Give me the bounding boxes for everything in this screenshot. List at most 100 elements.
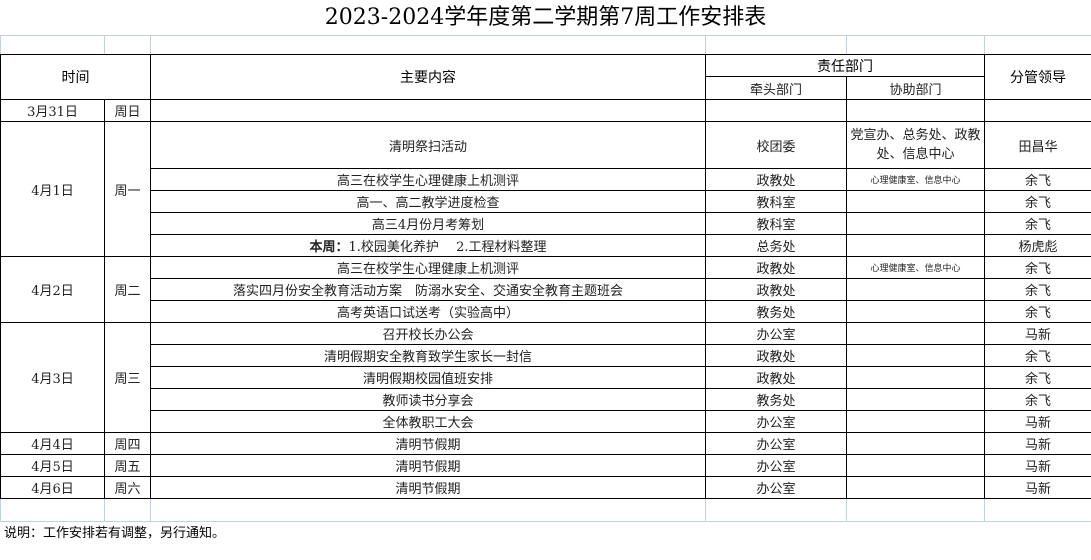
lead-dept-cell: 办公室 (705, 410, 847, 433)
content-cell: 高考英语口试送考（实验高中） (150, 300, 706, 323)
content-text: 清明假期安全教育致学生家长一封信 (323, 350, 532, 365)
content-text: 召开校长办公会 (382, 328, 474, 343)
content-cell: 清明假期校园值班安排 (150, 366, 706, 389)
lead-dept-cell (705, 99, 847, 122)
weekday-cell: 周六 (104, 476, 151, 499)
table-row: 高三4月份月考筹划 教科室 余飞 (1, 212, 1091, 235)
table-row: 高三在校学生心理健康上机测评 政教处 心理健康室、信息中心 余飞 (1, 168, 1091, 191)
content-text: 1.校园美化养护 2.工程材料整理 (348, 240, 547, 255)
lead-dept-cell: 政教处 (705, 278, 847, 301)
header-time: 时间 (0, 54, 151, 100)
content-cell: 本周：1.校园美化养护 2.工程材料整理 (150, 234, 706, 257)
content-cell: 召开校长办公会 (150, 322, 706, 345)
content-cell: 高一、高二教学进度检查 (150, 190, 706, 213)
lead-dept-cell: 政教处 (705, 256, 847, 279)
leader-cell: 余飞 (984, 190, 1091, 213)
page-title: 2023-2024学年度第二学期第7周工作安排表 (0, 0, 1091, 36)
weekday-cell: 周一 (104, 121, 151, 257)
date-cell: 3月31日 (0, 99, 105, 122)
table-row: 教师读书分享会 教务处 余飞 (1, 388, 1091, 411)
lead-dept-cell: 总务处 (705, 234, 847, 257)
table-row: 清明假期校园值班安排 政教处 余飞 (1, 366, 1091, 389)
leader-cell: 马新 (984, 432, 1091, 455)
blank-row-bottom (0, 499, 1091, 521)
content-text: 高三在校学生心理健康上机测评 (336, 262, 519, 277)
weekday-cell: 周四 (104, 432, 151, 455)
assist-dept-cell (846, 234, 985, 257)
content-cell: 清明节假期 (150, 432, 706, 455)
table-row: 4月6日 周六 清明节假期 办公室 马新 (0, 476, 1091, 499)
content-text: 全体教职工大会 (382, 416, 474, 431)
content-text: 清明祭扫活动 (388, 139, 467, 155)
content-text: 清明节假期 (395, 482, 461, 497)
content-text: 落实四月份安全教育活动方案 防溺水安全、交通安全教育主题班会 (232, 284, 623, 299)
schedule-table: 时间 主要内容 责任部门 分管领导 牵头部门 协助部门 3月31日 周日 4月1日周… (0, 54, 1091, 499)
content-cell: 高三在校学生心理健康上机测评 (150, 168, 706, 191)
assist-dept-cell (846, 388, 985, 411)
lead-dept-cell: 办公室 (705, 322, 847, 345)
footnote: 说明：工作安排若有调整，另行通知。 (0, 521, 1091, 545)
table-row: 高考英语口试送考（实验高中） 教务处 余飞 (1, 300, 1091, 323)
assist-dept-cell (846, 99, 985, 122)
table-row: 清明假期安全教育致学生家长一封信 政教处 余飞 (1, 344, 1091, 367)
table-row: 高一、高二教学进度检查 教科室 余飞 (1, 190, 1091, 213)
bold-prefix: 本周： (309, 240, 349, 255)
content-cell: 清明节假期 (150, 476, 706, 499)
content-text: 清明节假期 (395, 438, 461, 453)
content-cell: 清明祭扫活动 (150, 121, 706, 169)
assist-dept-cell (846, 476, 985, 499)
weekday-cell: 周五 (104, 454, 151, 477)
content-cell: 高三4月份月考筹划 (150, 212, 706, 235)
leader-cell: 杨虎彪 (984, 234, 1091, 257)
leader-cell: 余飞 (984, 388, 1091, 411)
assist-dept-cell: 党宣办、总务处、政教处、信息中心 (846, 121, 985, 169)
content-cell: 清明假期安全教育致学生家长一封信 (150, 344, 706, 367)
content-cell: 全体教职工大会 (150, 410, 706, 433)
assist-dept-cell: 心理健康室、信息中心 (846, 168, 985, 191)
leader-cell: 马新 (984, 476, 1091, 499)
header-dept: 责任部门 (705, 54, 985, 77)
leader-cell: 马新 (984, 454, 1091, 477)
lead-dept-cell: 教务处 (705, 300, 847, 323)
table-row: 4月4日 周四 清明节假期 办公室 马新 (0, 432, 1091, 455)
leader-cell: 余飞 (984, 366, 1091, 389)
date-cell: 4月6日 (0, 476, 105, 499)
content-text: 高三4月份月考筹划 (371, 218, 485, 233)
lead-dept-cell: 政教处 (705, 168, 847, 191)
assist-dept-cell (846, 410, 985, 433)
header-assist-dept: 协助部门 (846, 76, 985, 100)
lead-dept-cell: 政教处 (705, 344, 847, 367)
content-text: 清明节假期 (395, 460, 461, 475)
content-text: 高三在校学生心理健康上机测评 (336, 174, 519, 189)
lead-dept-cell: 办公室 (705, 432, 847, 455)
table-row: 全体教职工大会 办公室 马新 (1, 410, 1091, 433)
assist-dept-cell (846, 432, 985, 455)
leader-cell: 余飞 (984, 212, 1091, 235)
assist-dept-cell: 心理健康室、信息中心 (846, 256, 985, 279)
date-cell: 4月5日 (0, 454, 105, 477)
assist-dept-cell (846, 366, 985, 389)
weekday-cell: 周三 (104, 322, 151, 433)
blank-row-top (0, 36, 1091, 54)
table-row: 4月3日 周三 召开校长办公会 办公室 马新 (0, 322, 1091, 433)
assist-dept-cell (846, 300, 985, 323)
leader-cell: 余飞 (984, 300, 1091, 323)
header-content: 主要内容 (150, 54, 706, 100)
date-cell: 4月4日 (0, 432, 105, 455)
leader-cell: 马新 (984, 410, 1091, 433)
lead-dept-cell: 办公室 (705, 454, 847, 477)
weekday-cell: 周日 (104, 99, 151, 122)
lead-dept-cell: 政教处 (705, 366, 847, 389)
lead-dept-cell: 教务处 (705, 388, 847, 411)
content-cell: 落实四月份安全教育活动方案 防溺水安全、交通安全教育主题班会 (150, 278, 706, 301)
date-cell: 4月3日 (0, 322, 105, 433)
assist-dept-cell (846, 454, 985, 477)
content-cell (150, 99, 706, 122)
content-text: 教师读书分享会 (382, 394, 474, 409)
assist-dept-cell (846, 190, 985, 213)
leader-cell (984, 99, 1091, 122)
assist-dept-cell (846, 322, 985, 345)
table-row: 本周：1.校园美化养护 2.工程材料整理 总务处 杨虎彪 (1, 234, 1091, 257)
content-text: 高一、高二教学进度检查 (356, 196, 500, 211)
leader-cell: 田昌华 (984, 121, 1091, 169)
